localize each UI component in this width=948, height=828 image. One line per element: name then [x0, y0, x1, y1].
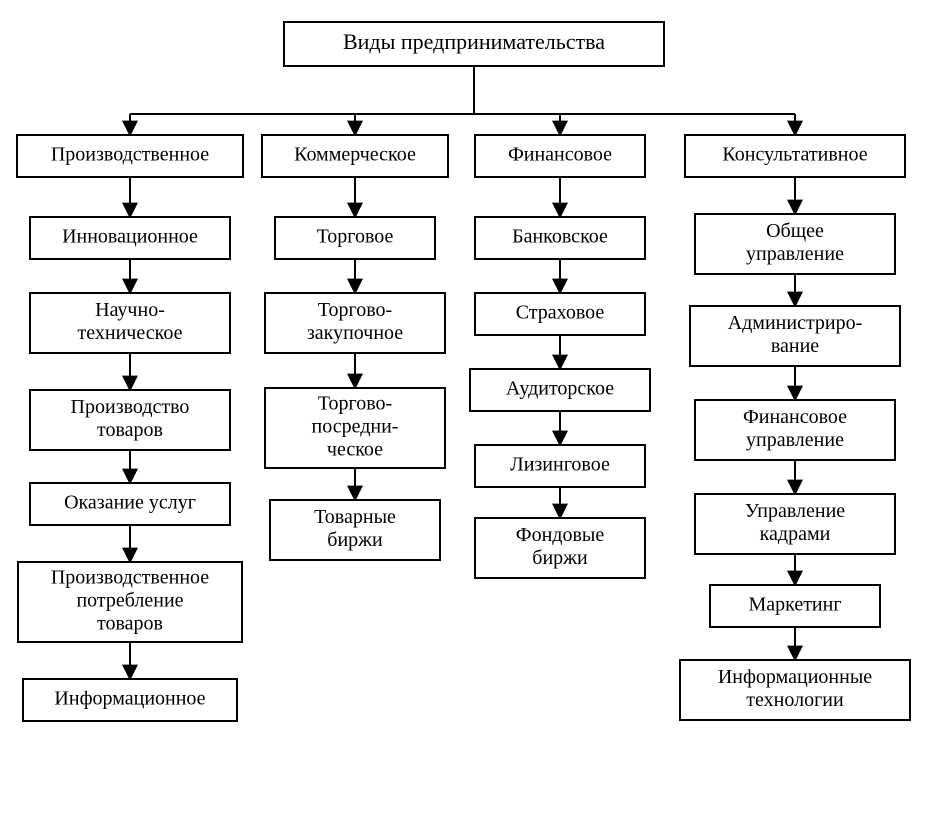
node-1-2: Торгово-посредни-ческое: [265, 388, 445, 468]
svg-text:Оказание услуг: Оказание услуг: [64, 492, 196, 514]
svg-text:посредни-: посредни-: [312, 416, 399, 438]
node-1-3: Товарныебиржи: [270, 500, 440, 560]
svg-text:Страховое: Страховое: [516, 302, 605, 324]
svg-text:вание: вание: [771, 335, 819, 357]
branch-header-0: Производственное: [17, 135, 243, 177]
svg-text:Лизинговое: Лизинговое: [510, 454, 610, 476]
svg-text:товаров: товаров: [97, 419, 163, 441]
node-3-0: Общееуправление: [695, 214, 895, 274]
node-2-2: Аудиторское: [470, 369, 650, 411]
svg-text:закупочное: закупочное: [307, 322, 403, 344]
svg-text:Товарные: Товарные: [314, 506, 396, 528]
svg-text:биржи: биржи: [327, 529, 383, 551]
svg-text:Коммерческое: Коммерческое: [294, 144, 416, 166]
node-0-2: Производствотоваров: [30, 390, 230, 450]
node-3-1: Администриро-вание: [690, 306, 900, 366]
svg-text:технологии: технологии: [746, 689, 844, 711]
node-2-4: Фондовыебиржи: [475, 518, 645, 578]
node-3-3: Управлениекадрами: [695, 494, 895, 554]
node-0-4: Производственноепотреблениетоваров: [18, 562, 242, 642]
svg-text:Маркетинг: Маркетинг: [748, 594, 841, 616]
svg-text:Финансовое: Финансовое: [743, 406, 847, 428]
svg-text:Производственное: Производственное: [51, 567, 209, 589]
svg-text:техническое: техническое: [78, 322, 183, 344]
svg-text:Производственное: Производственное: [51, 144, 209, 166]
svg-text:Банковское: Банковское: [512, 226, 608, 248]
node-2-1: Страховое: [475, 293, 645, 335]
svg-text:Информационные: Информационные: [718, 666, 872, 688]
svg-text:Инновационное: Инновационное: [62, 226, 198, 248]
svg-text:кадрами: кадрами: [760, 523, 831, 545]
branch-header-2: Финансовое: [475, 135, 645, 177]
svg-text:Торговое: Торговое: [317, 226, 394, 248]
svg-text:ческое: ческое: [327, 439, 383, 461]
svg-text:Управление: Управление: [745, 500, 845, 522]
node-0-3: Оказание услуг: [30, 483, 230, 525]
svg-text:Финансовое: Финансовое: [508, 144, 612, 166]
diagram-canvas: Виды предпринимательства Производственное…: [0, 0, 948, 828]
svg-text:Администриро-: Администриро-: [728, 312, 863, 334]
svg-text:Торгово-: Торгово-: [318, 393, 392, 415]
svg-text:Производство: Производство: [71, 396, 190, 418]
node-3-4: Маркетинг: [710, 585, 880, 627]
svg-text:управление: управление: [746, 429, 844, 451]
svg-text:Консультативное: Консультативное: [722, 144, 867, 166]
node-3-2: Финансовоеуправление: [695, 400, 895, 460]
root-node: Виды предпринимательства: [284, 22, 664, 66]
svg-text:управление: управление: [746, 243, 844, 265]
node-0-1: Научно-техническое: [30, 293, 230, 353]
svg-text:Виды предпринимательства: Виды предпринимательства: [343, 29, 605, 54]
svg-text:Аудиторское: Аудиторское: [506, 378, 614, 400]
svg-text:Научно-: Научно-: [95, 299, 165, 321]
node-2-0: Банковское: [475, 217, 645, 259]
node-0-0: Инновационное: [30, 217, 230, 259]
node-1-0: Торговое: [275, 217, 435, 259]
svg-text:Информационное: Информационное: [54, 688, 205, 710]
branch-header-1: Коммерческое: [262, 135, 448, 177]
svg-text:потребление: потребление: [76, 590, 183, 612]
svg-text:Торгово-: Торгово-: [318, 299, 392, 321]
svg-text:Общее: Общее: [766, 220, 824, 242]
branch-header-3: Консультативное: [685, 135, 905, 177]
svg-text:товаров: товаров: [97, 613, 163, 635]
node-2-3: Лизинговое: [475, 445, 645, 487]
node-0-5: Информационное: [23, 679, 237, 721]
node-3-5: Информационныетехнологии: [680, 660, 910, 720]
node-1-1: Торгово-закупочное: [265, 293, 445, 353]
svg-text:биржи: биржи: [532, 547, 588, 569]
svg-text:Фондовые: Фондовые: [516, 524, 605, 546]
